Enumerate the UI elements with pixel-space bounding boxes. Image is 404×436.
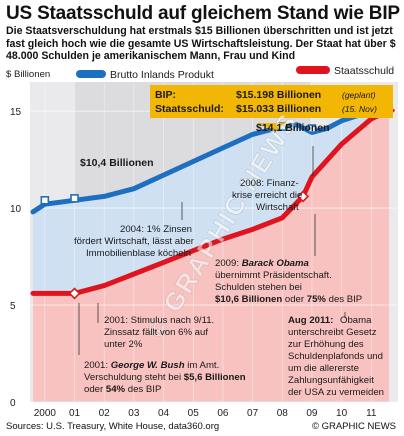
annotation-gdp-2000: $10,4 Billionen bbox=[80, 157, 154, 169]
x-tick-label: 04 bbox=[158, 408, 170, 419]
callout-bip-note: (geplant) bbox=[342, 90, 376, 100]
annotation-crisis-2008: 2008: Finanz- krise erreicht die Wirtsch… bbox=[232, 146, 314, 213]
legend: $ Billionen Brutto Inlands Produkt Staat… bbox=[6, 65, 394, 81]
annotation-stimulus-2001: 2001: Stimulus nach 9/11. Zinssatz fällt… bbox=[97, 303, 214, 350]
legend-debt-label: Staatsschuld bbox=[334, 65, 394, 77]
svg-text:2009: Barack Obama: 2009: Barack Obama bbox=[215, 258, 310, 269]
y-tick-label: 5 bbox=[10, 301, 16, 312]
svg-text:unterschreibt Gesetz: unterschreibt Gesetz bbox=[288, 327, 377, 338]
annotation-aug-2011: Aug 2011: Obama unterschreibt Gesetz zur… bbox=[288, 312, 384, 398]
x-tick-label: 10 bbox=[336, 408, 348, 419]
gdp-marker bbox=[40, 196, 50, 205]
debt-marker bbox=[68, 287, 81, 300]
svg-text:oder 54% d: oder 54% des BIP bbox=[84, 384, 161, 395]
y-tick-label: 15 bbox=[10, 107, 22, 118]
svg-text:Verschuldung steht bei: Verschuldung steht bei $5,6 Billionen bbox=[84, 372, 246, 383]
gdp-line bbox=[30, 104, 392, 215]
svg-text:Wirtschaft: Wirtschaft bbox=[256, 202, 299, 213]
svg-text:Immobilienblase köcheln: Immobilienblase köcheln bbox=[86, 248, 191, 259]
debt-line bbox=[30, 108, 392, 296]
area-fills bbox=[33, 107, 390, 402]
svg-text:krise erreicht die: krise erreicht die bbox=[232, 190, 302, 201]
svg-text:$10,6 Billionen oder: $10,6 Billionen oder 75% des BIP bbox=[215, 294, 362, 305]
x-tick-label: 02 bbox=[99, 408, 111, 419]
svg-text:2008: Finanz-: 2008: Finanz- bbox=[240, 178, 299, 189]
svg-text:Schulden stehen bei: Schulden stehen bei bbox=[215, 282, 302, 293]
y-tick-label: 10 bbox=[10, 204, 22, 215]
callout-bip-label: BIP: bbox=[155, 89, 176, 101]
svg-text:Zahlungsunfähigkeit: Zahlungsunfähigkeit bbox=[288, 375, 374, 386]
svg-text:2001: George W. Bush: 2001: George W. Bush im Amt. bbox=[84, 360, 219, 371]
source-note: Sources: U.S. Treasury, White House, dat… bbox=[6, 421, 220, 432]
unit-label: $ Billionen bbox=[6, 69, 50, 80]
x-tick-label: 08 bbox=[277, 408, 289, 419]
debt-area bbox=[33, 110, 390, 402]
copyright: © GRAPHIC NEWS bbox=[311, 421, 396, 432]
x-tick-label: 2000 bbox=[34, 408, 57, 419]
gdp-marker bbox=[70, 194, 79, 203]
svg-text:2001: Stimulus nach 9/11.: 2001: Stimulus nach 9/11. bbox=[104, 315, 214, 326]
series-lines bbox=[30, 104, 392, 296]
gdp-marker bbox=[307, 124, 317, 133]
x-tick-label: 01 bbox=[69, 408, 81, 419]
legend-gdp-label: Brutto Inlands Produkt bbox=[110, 69, 214, 81]
x-tick-label: 09 bbox=[306, 408, 318, 419]
callout-debt-label: Staatsschuld: bbox=[155, 103, 224, 115]
callout-debt-value: $15.033 Billionen bbox=[236, 103, 321, 115]
svg-text:Schuldenplafonds und: Schuldenplafonds und bbox=[288, 351, 383, 362]
legend-debt-swatch bbox=[296, 66, 330, 74]
svg-text:um die allererste: um die allererste bbox=[288, 363, 359, 374]
annotation-obama-2009: 2009: Barack Obama übernimmt Präsidentsc… bbox=[215, 214, 362, 305]
x-tick-label: 11 bbox=[366, 408, 377, 419]
svg-text:der USA zu vermeiden: der USA zu vermeiden bbox=[288, 387, 384, 398]
x-tick-label: 06 bbox=[217, 408, 229, 419]
svg-text:Aug 2011:: Aug 2011: bbox=[288, 315, 333, 326]
intro-text: Die Staatsverschuldung hat erstmals $15 … bbox=[6, 25, 396, 63]
legend-gdp-swatch bbox=[76, 70, 106, 78]
callout-pointer bbox=[256, 123, 290, 131]
debt-marker bbox=[296, 190, 310, 203]
svg-text:zur Erhöhung des: zur Erhöhung des bbox=[288, 339, 364, 350]
svg-text:Obama: Obama bbox=[340, 315, 372, 326]
page-title: US Staatsschuld auf gleichem Stand wie B… bbox=[6, 3, 400, 24]
callout-debt-note: (15. Nov) bbox=[342, 104, 377, 114]
svg-text:übernimmt Präsidentschaft.: übernimmt Präsidentschaft. bbox=[215, 270, 332, 281]
svg-text:2004: 1% Zinsen: 2004: 1% Zinsen bbox=[120, 224, 192, 235]
annotations: $14,1 Billionen $10,4 Billionen 2008: Fi… bbox=[74, 122, 384, 398]
annotation-bush-2001: 2001: George W. Bush im Amt. Verschuldun… bbox=[78, 303, 246, 395]
x-tick-label: 03 bbox=[128, 408, 140, 419]
annotation-gdp-2008: $14,1 Billionen bbox=[256, 122, 330, 134]
callout-bip-value: $15.198 Billionen bbox=[236, 89, 321, 101]
callout-background bbox=[150, 85, 393, 118]
x-tick-label: 05 bbox=[188, 408, 200, 419]
svg-text:fördert Wirtschaft, lässt aber: fördert Wirtschaft, lässt aber bbox=[74, 236, 195, 247]
y-tick-label: 0 bbox=[10, 398, 16, 409]
svg-text:unter 2%: unter 2% bbox=[104, 339, 143, 350]
annotation-zins-2004: 2004: 1% Zinsen fördert Wirtschaft, läss… bbox=[74, 202, 195, 259]
x-tick-label: 07 bbox=[247, 408, 259, 419]
callout-box: BIP: $15.198 Billionen (geplant) Staatss… bbox=[150, 85, 393, 131]
svg-text:Zinssatz fällt von 6% auf: Zinssatz fällt von 6% auf bbox=[104, 327, 208, 338]
